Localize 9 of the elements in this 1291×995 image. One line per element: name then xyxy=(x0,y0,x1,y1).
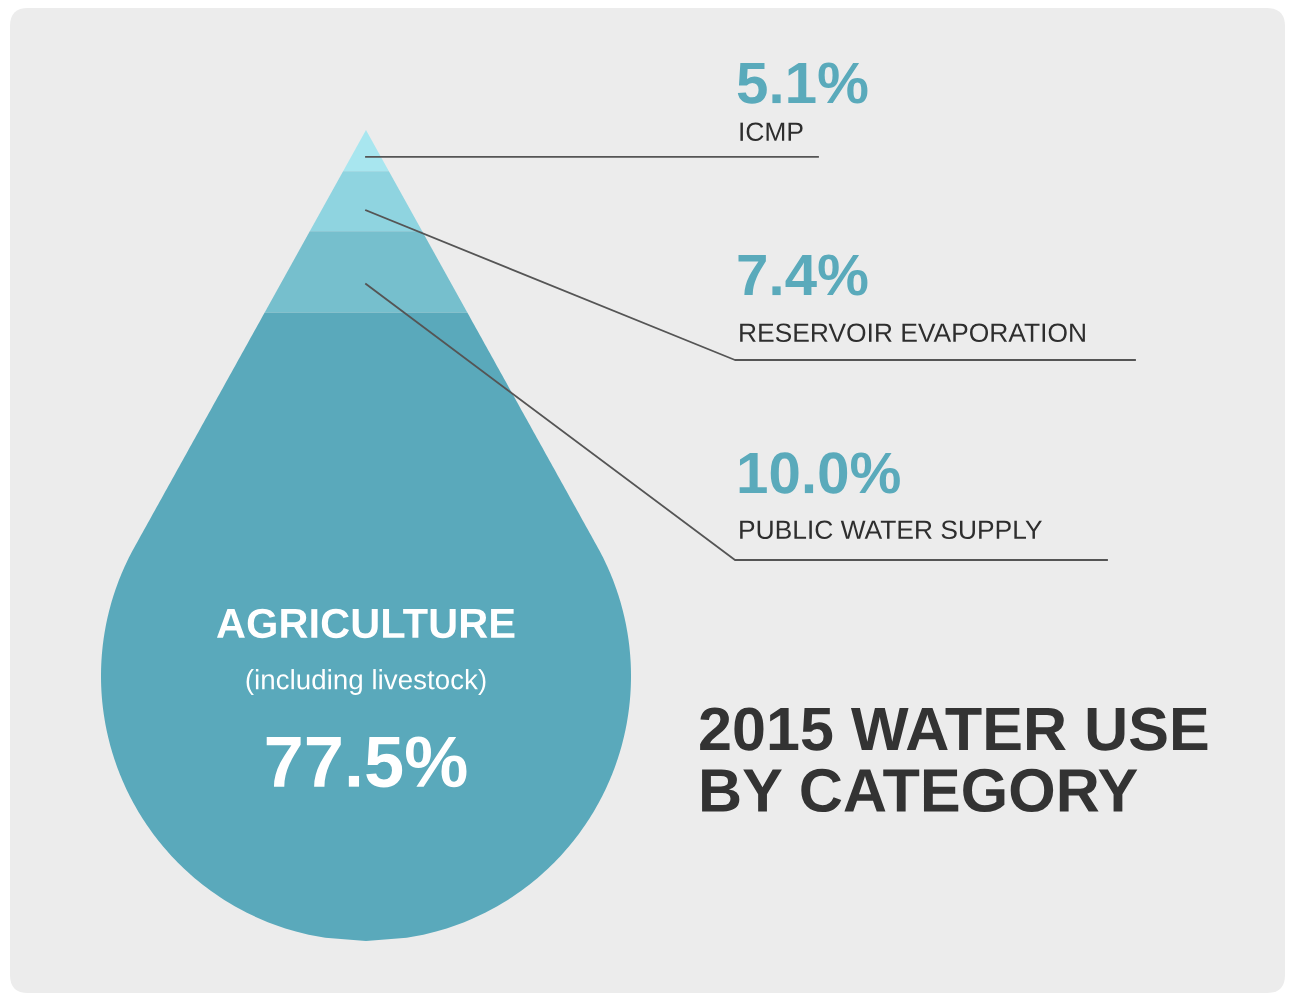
category-label: PUBLIC WATER SUPPLY xyxy=(740,520,1042,540)
text: 2015 WATER USE BY CATEGORY xyxy=(700,707,1208,813)
data-label: 5.1% xyxy=(737,62,868,104)
category-label: ICMP xyxy=(740,122,803,142)
category-label: RESERVOIR EVAPORATION xyxy=(740,323,1085,343)
category-label: AGRICULTURE (including livestock) xyxy=(216,608,515,695)
data-label: 7.4% xyxy=(738,254,868,296)
data-label: 77.5% xyxy=(266,736,467,788)
data-label: 10.0% xyxy=(739,452,900,494)
